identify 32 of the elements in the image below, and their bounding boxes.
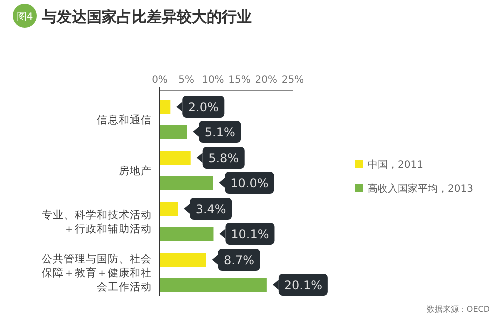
x-tick-label: 0% <box>152 75 168 86</box>
y-tick-label: 房地产 <box>119 164 152 178</box>
chart-title: 与发达国家占比差异较大的行业 <box>41 8 252 26</box>
source-note: 数据来源：OECD <box>426 305 490 314</box>
legend-label: 高收入国家平均，2013 <box>368 183 474 195</box>
bar <box>160 125 188 139</box>
y-tick-label: 信息和通信 <box>97 114 152 126</box>
bar <box>160 202 178 216</box>
data-label: 20.1% <box>284 278 322 292</box>
data-label: 10.1% <box>231 228 270 242</box>
y-tick-label: 专业、科学和技术活动＋行政和辅助活动 <box>42 208 152 236</box>
data-label: 2.0% <box>188 100 219 114</box>
badge: 图4 <box>13 4 37 28</box>
data-label: 5.1% <box>204 126 236 140</box>
bar <box>160 253 206 267</box>
bar <box>160 278 267 292</box>
bar <box>160 100 171 114</box>
bar <box>160 151 191 165</box>
x-tick-label: 10% <box>202 75 224 86</box>
caption: 图4 <box>16 12 34 23</box>
y-tick-label: 公共管理与国防、社会保障＋教育＋健康和社会工作活动 <box>42 252 152 294</box>
x-tick-label: 15% <box>228 75 251 86</box>
bar <box>160 227 214 241</box>
data-label: 10.0% <box>230 176 269 190</box>
legend-label: 中国，2011 <box>368 159 424 171</box>
x-tick-label: 5% <box>178 75 195 86</box>
data-label: 5.8% <box>208 152 240 166</box>
bar <box>160 176 214 190</box>
data-label: 3.4% <box>196 202 226 216</box>
x-tick-label: 25% <box>282 75 304 86</box>
data-label: 8.7% <box>224 254 255 268</box>
x-tick-label: 20% <box>255 75 278 86</box>
